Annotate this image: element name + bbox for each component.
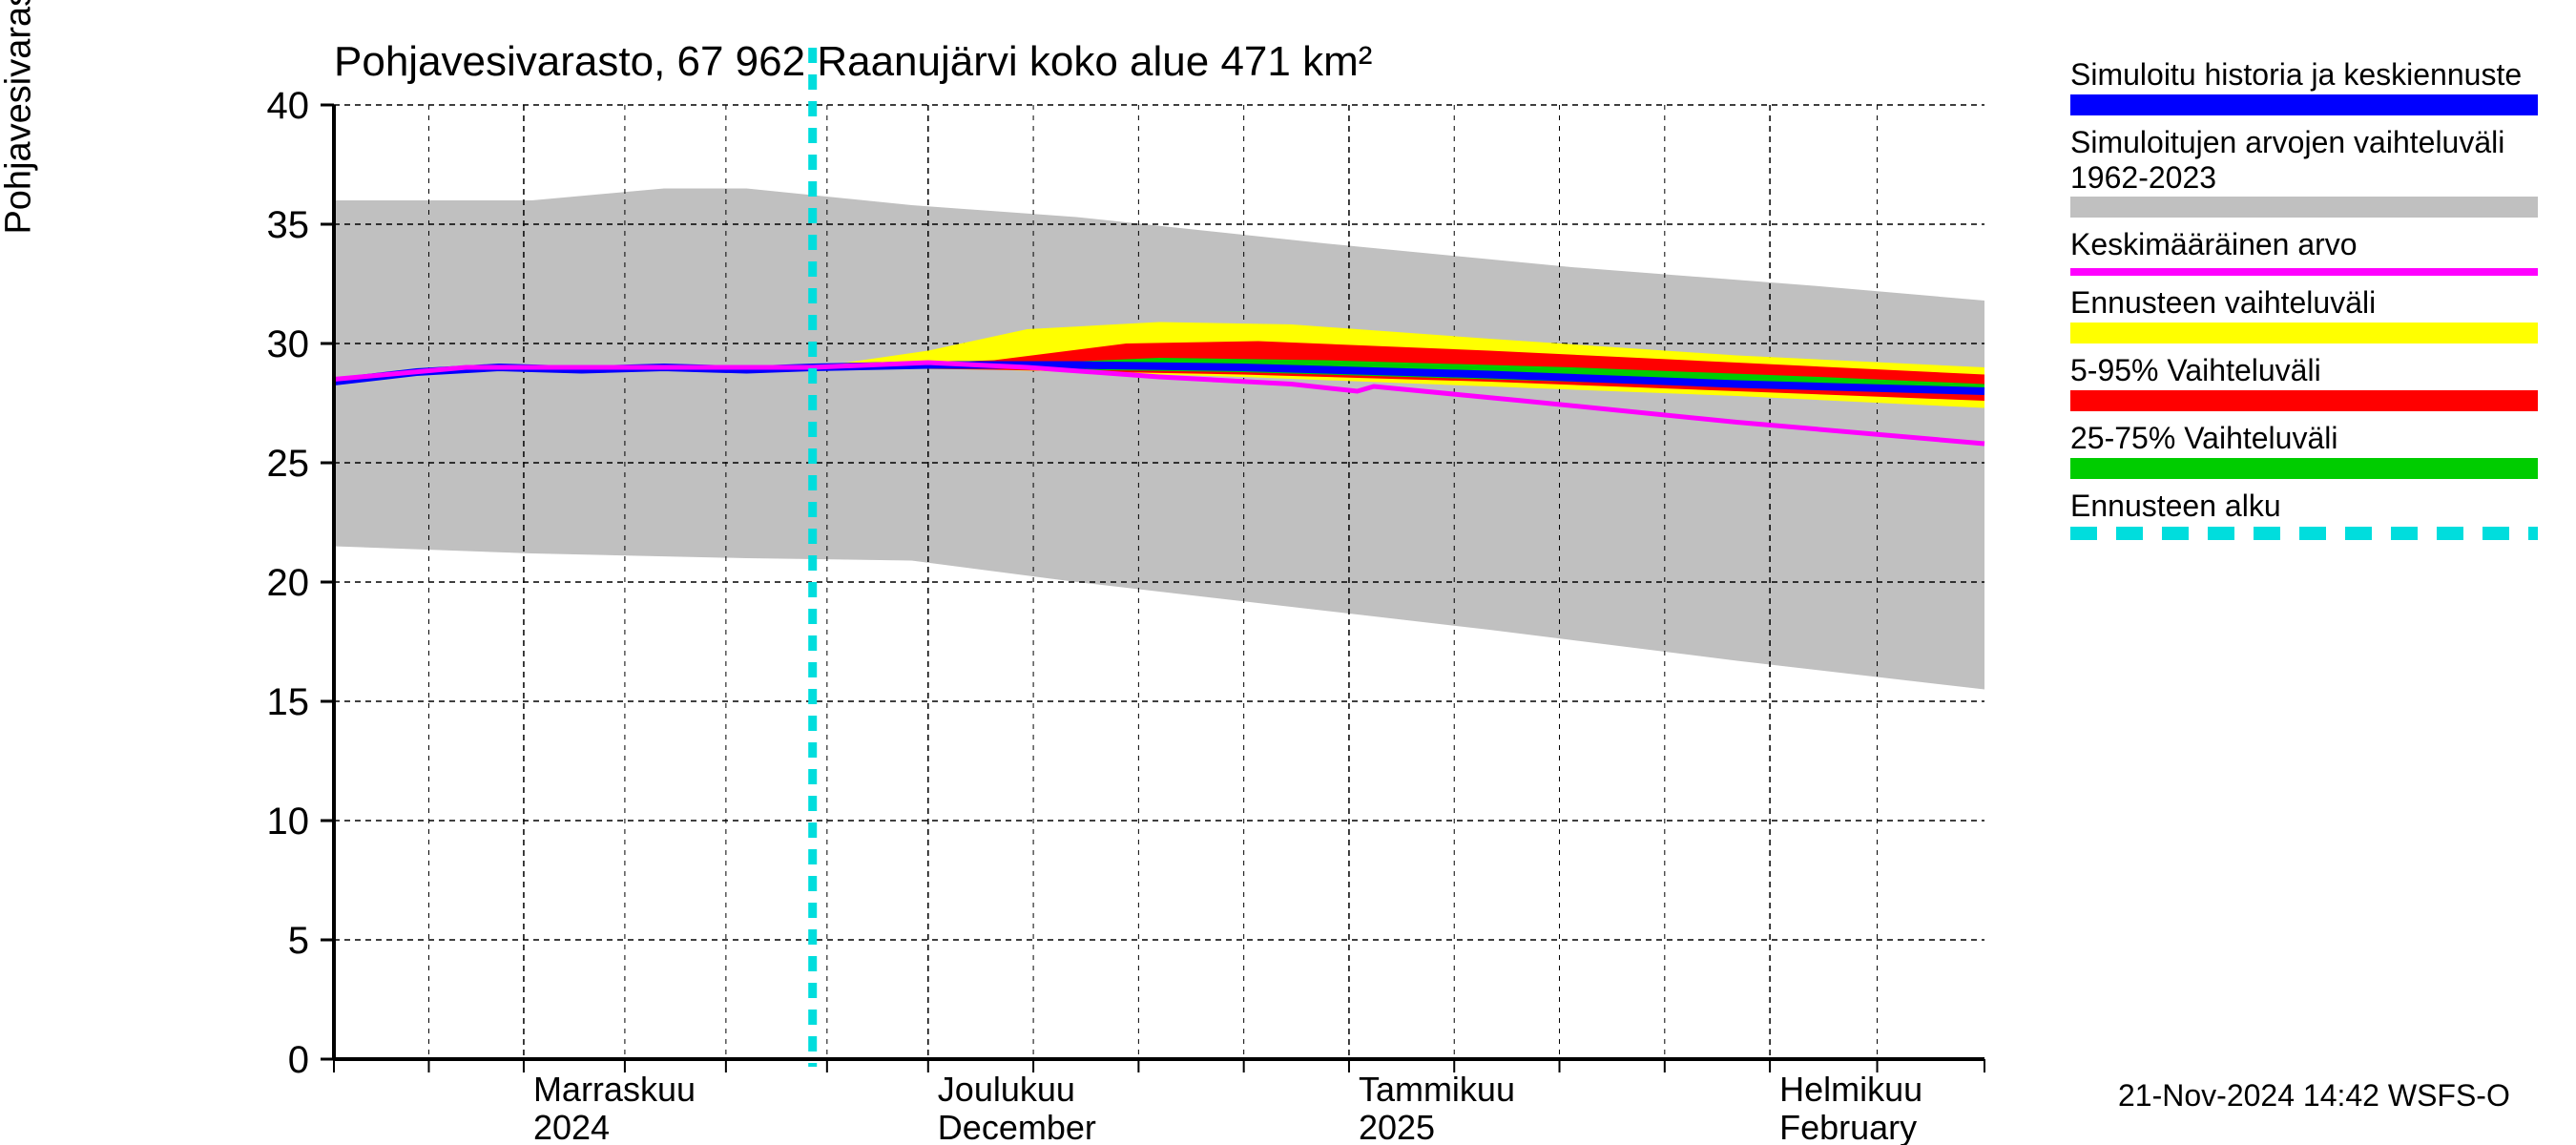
svg-text:15: 15 (267, 681, 310, 723)
svg-text:Tammikuu: Tammikuu (1359, 1070, 1515, 1109)
legend-label: Ennusteen alku (2070, 489, 2547, 524)
legend-swatch (2070, 197, 2538, 218)
legend-label: 5-95% Vaihteluväli (2070, 353, 2547, 388)
legend-label: 25-75% Vaihteluväli (2070, 421, 2547, 456)
legend-label: Simuloitujen arvojen vaihteluväli 1962-2… (2070, 125, 2547, 196)
legend-label: Keskimääräinen arvo (2070, 227, 2547, 262)
legend-label: Simuloitu historia ja keskiennuste (2070, 57, 2547, 93)
svg-text:40: 40 (267, 85, 310, 127)
svg-text:December: December (938, 1108, 1096, 1145)
chart-container: Pohjavesivarasto / Groundwater storage m… (0, 0, 2576, 1145)
legend-swatch (2070, 458, 2538, 479)
legend-item: Simuloitujen arvojen vaihteluväli 1962-2… (2070, 125, 2547, 219)
footer-timestamp: 21-Nov-2024 14:42 WSFS-O (2118, 1078, 2510, 1114)
legend-swatch (2070, 527, 2538, 540)
legend-swatch (2070, 268, 2538, 276)
legend-swatch (2070, 390, 2538, 411)
svg-text:Joulukuu: Joulukuu (938, 1070, 1075, 1109)
legend-swatch (2070, 323, 2538, 344)
svg-text:10: 10 (267, 801, 310, 843)
legend-item: 25-75% Vaihteluväli (2070, 421, 2547, 479)
legend-item: Ennusteen vaihteluväli (2070, 285, 2547, 344)
svg-text:35: 35 (267, 204, 310, 246)
legend-label: Ennusteen vaihteluväli (2070, 285, 2547, 321)
legend-item: 5-95% Vaihteluväli (2070, 353, 2547, 411)
svg-text:February: February (1779, 1108, 1917, 1145)
svg-text:2024: 2024 (533, 1108, 610, 1145)
svg-text:Marraskuu: Marraskuu (533, 1070, 696, 1109)
legend-item: Ennusteen alku (2070, 489, 2547, 541)
svg-text:20: 20 (267, 562, 310, 604)
legend-item: Keskimääräinen arvo (2070, 227, 2547, 276)
legend-item: Simuloitu historia ja keskiennuste (2070, 57, 2547, 115)
svg-text:0: 0 (288, 1039, 309, 1081)
legend: Simuloitu historia ja keskiennuste Simulo… (2070, 57, 2547, 550)
svg-text:25: 25 (267, 443, 310, 485)
svg-text:30: 30 (267, 323, 310, 365)
legend-swatch (2070, 94, 2538, 115)
svg-text:5: 5 (288, 920, 309, 962)
svg-text:2025: 2025 (1359, 1108, 1435, 1145)
svg-text:Helmikuu: Helmikuu (1779, 1070, 1922, 1109)
